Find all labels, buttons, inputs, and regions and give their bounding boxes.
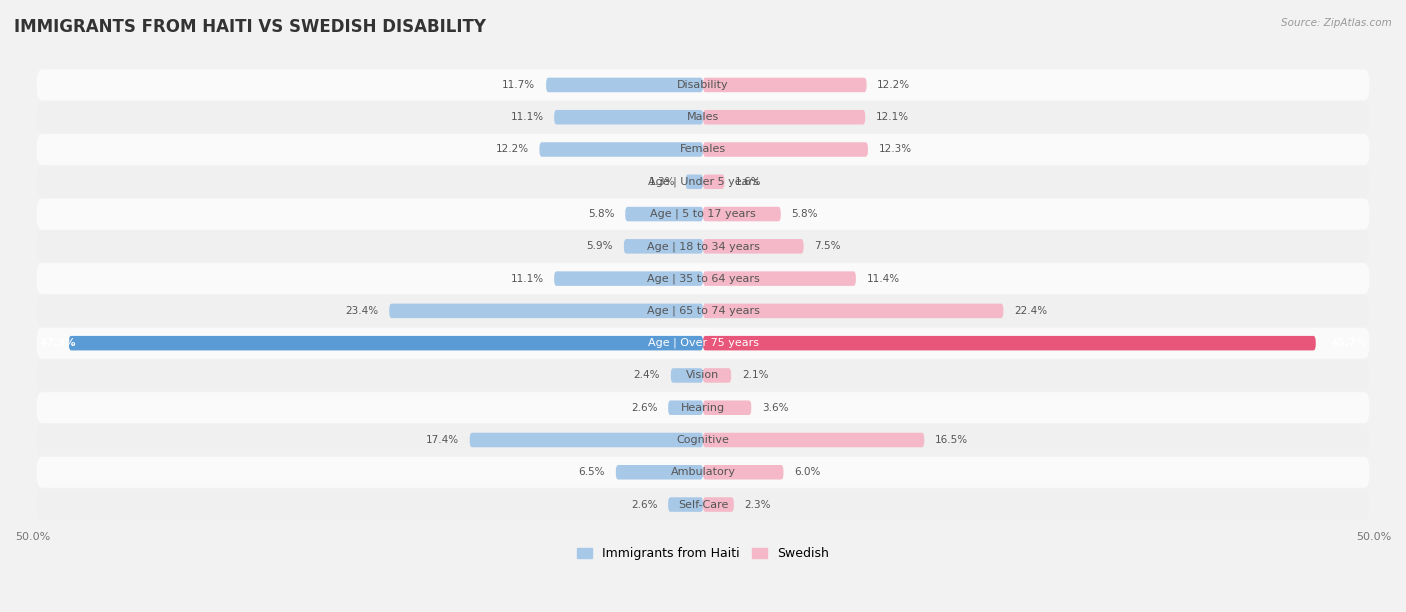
FancyBboxPatch shape <box>671 368 703 382</box>
FancyBboxPatch shape <box>703 271 856 286</box>
FancyBboxPatch shape <box>37 457 1369 488</box>
Text: 5.9%: 5.9% <box>586 241 613 252</box>
FancyBboxPatch shape <box>703 498 734 512</box>
Text: Ambulatory: Ambulatory <box>671 468 735 477</box>
Text: Age | Over 75 years: Age | Over 75 years <box>648 338 758 348</box>
FancyBboxPatch shape <box>668 400 703 415</box>
Text: Self-Care: Self-Care <box>678 499 728 510</box>
Text: 1.3%: 1.3% <box>648 177 675 187</box>
FancyBboxPatch shape <box>626 207 703 222</box>
FancyBboxPatch shape <box>69 336 703 351</box>
Text: 11.7%: 11.7% <box>502 80 536 90</box>
Text: Hearing: Hearing <box>681 403 725 412</box>
Text: Age | 5 to 17 years: Age | 5 to 17 years <box>650 209 756 219</box>
Text: 12.1%: 12.1% <box>876 112 910 122</box>
FancyBboxPatch shape <box>554 110 703 124</box>
FancyBboxPatch shape <box>37 489 1369 520</box>
FancyBboxPatch shape <box>616 465 703 480</box>
Text: 17.4%: 17.4% <box>426 435 458 445</box>
FancyBboxPatch shape <box>703 400 751 415</box>
Text: Age | Under 5 years: Age | Under 5 years <box>648 176 758 187</box>
FancyBboxPatch shape <box>37 296 1369 326</box>
FancyBboxPatch shape <box>668 498 703 512</box>
Text: 16.5%: 16.5% <box>935 435 969 445</box>
FancyBboxPatch shape <box>389 304 703 318</box>
FancyBboxPatch shape <box>703 433 924 447</box>
Text: 5.8%: 5.8% <box>792 209 818 219</box>
Text: Females: Females <box>681 144 725 154</box>
FancyBboxPatch shape <box>540 142 703 157</box>
Text: 6.5%: 6.5% <box>579 468 605 477</box>
Text: Age | 35 to 64 years: Age | 35 to 64 years <box>647 274 759 284</box>
FancyBboxPatch shape <box>546 78 703 92</box>
FancyBboxPatch shape <box>703 110 865 124</box>
Text: 11.1%: 11.1% <box>510 112 544 122</box>
Text: 2.6%: 2.6% <box>631 499 658 510</box>
FancyBboxPatch shape <box>37 198 1369 230</box>
Text: Cognitive: Cognitive <box>676 435 730 445</box>
FancyBboxPatch shape <box>703 304 1004 318</box>
Text: 3.6%: 3.6% <box>762 403 789 412</box>
FancyBboxPatch shape <box>37 327 1369 359</box>
Text: 1.6%: 1.6% <box>735 177 762 187</box>
Text: 11.1%: 11.1% <box>510 274 544 283</box>
FancyBboxPatch shape <box>37 134 1369 165</box>
Text: 2.3%: 2.3% <box>745 499 770 510</box>
Text: Vision: Vision <box>686 370 720 381</box>
FancyBboxPatch shape <box>703 336 1316 351</box>
Text: 5.8%: 5.8% <box>588 209 614 219</box>
Text: 11.4%: 11.4% <box>866 274 900 283</box>
FancyBboxPatch shape <box>37 425 1369 455</box>
Text: 2.1%: 2.1% <box>742 370 769 381</box>
FancyBboxPatch shape <box>37 69 1369 100</box>
FancyBboxPatch shape <box>703 368 731 382</box>
Text: Age | 65 to 74 years: Age | 65 to 74 years <box>647 305 759 316</box>
FancyBboxPatch shape <box>703 465 783 480</box>
FancyBboxPatch shape <box>686 174 703 189</box>
FancyBboxPatch shape <box>470 433 703 447</box>
Text: 2.4%: 2.4% <box>634 370 659 381</box>
Text: 6.0%: 6.0% <box>794 468 821 477</box>
FancyBboxPatch shape <box>37 102 1369 133</box>
Text: 12.2%: 12.2% <box>877 80 911 90</box>
FancyBboxPatch shape <box>703 239 804 253</box>
Text: Age | 18 to 34 years: Age | 18 to 34 years <box>647 241 759 252</box>
Text: 47.3%: 47.3% <box>39 338 76 348</box>
FancyBboxPatch shape <box>703 174 724 189</box>
FancyBboxPatch shape <box>37 360 1369 391</box>
FancyBboxPatch shape <box>624 239 703 253</box>
FancyBboxPatch shape <box>37 166 1369 197</box>
FancyBboxPatch shape <box>554 271 703 286</box>
Text: Disability: Disability <box>678 80 728 90</box>
FancyBboxPatch shape <box>37 392 1369 424</box>
FancyBboxPatch shape <box>37 263 1369 294</box>
Text: 45.7%: 45.7% <box>1330 338 1367 348</box>
Legend: Immigrants from Haiti, Swedish: Immigrants from Haiti, Swedish <box>572 542 834 565</box>
Text: 22.4%: 22.4% <box>1014 306 1047 316</box>
Text: 12.2%: 12.2% <box>495 144 529 154</box>
FancyBboxPatch shape <box>703 207 780 222</box>
Text: 7.5%: 7.5% <box>814 241 841 252</box>
FancyBboxPatch shape <box>37 231 1369 262</box>
FancyBboxPatch shape <box>703 142 868 157</box>
Text: Source: ZipAtlas.com: Source: ZipAtlas.com <box>1281 18 1392 28</box>
Text: 2.6%: 2.6% <box>631 403 658 412</box>
Text: IMMIGRANTS FROM HAITI VS SWEDISH DISABILITY: IMMIGRANTS FROM HAITI VS SWEDISH DISABIL… <box>14 18 486 36</box>
Text: 23.4%: 23.4% <box>346 306 378 316</box>
Text: Males: Males <box>688 112 718 122</box>
Text: 12.3%: 12.3% <box>879 144 911 154</box>
FancyBboxPatch shape <box>703 78 866 92</box>
